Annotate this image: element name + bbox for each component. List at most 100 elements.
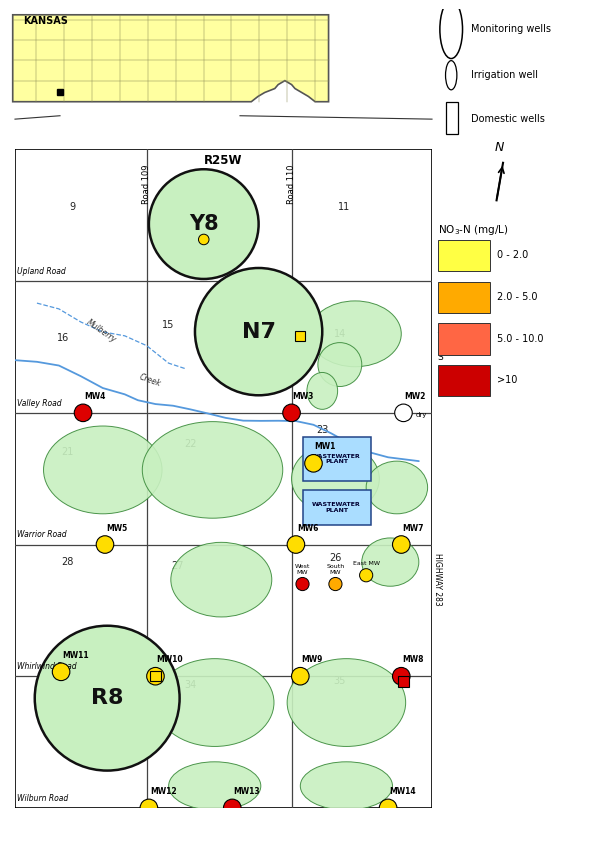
Text: >10: >10 xyxy=(497,375,517,386)
Text: 28: 28 xyxy=(61,557,74,567)
Text: Upland Road: Upland Road xyxy=(17,267,66,276)
Bar xyxy=(398,677,409,687)
Text: N7: N7 xyxy=(242,322,275,341)
Ellipse shape xyxy=(307,373,338,409)
FancyBboxPatch shape xyxy=(302,489,371,525)
Circle shape xyxy=(140,799,158,817)
Circle shape xyxy=(287,536,305,553)
Text: East MW: East MW xyxy=(353,562,380,567)
Bar xyxy=(438,282,490,313)
Bar xyxy=(438,365,490,397)
Text: 27: 27 xyxy=(171,562,184,572)
Text: Monitoring wells: Monitoring wells xyxy=(470,25,551,34)
Text: 22: 22 xyxy=(184,438,197,448)
Ellipse shape xyxy=(366,461,428,514)
Ellipse shape xyxy=(287,659,406,746)
Text: 0 - 2.0: 0 - 2.0 xyxy=(497,250,528,260)
Text: Domestic wells: Domestic wells xyxy=(470,114,545,124)
Text: MW11: MW11 xyxy=(62,651,89,660)
Text: HIGHWAY 283: HIGHWAY 283 xyxy=(433,553,442,606)
Text: MW8: MW8 xyxy=(402,655,424,665)
Text: 5.0 - 10.0: 5.0 - 10.0 xyxy=(497,334,543,344)
Text: MW13: MW13 xyxy=(233,787,260,796)
Text: MW3: MW3 xyxy=(292,392,314,401)
Circle shape xyxy=(395,404,412,421)
Circle shape xyxy=(52,663,70,681)
Circle shape xyxy=(305,454,322,472)
Text: Whirlwind Road: Whirlwind Road xyxy=(17,662,77,671)
Circle shape xyxy=(329,578,342,591)
Circle shape xyxy=(283,404,301,421)
Text: MW7: MW7 xyxy=(402,523,424,533)
Text: dry: dry xyxy=(415,412,427,418)
Ellipse shape xyxy=(169,762,261,810)
Text: 11: 11 xyxy=(338,202,350,212)
Text: West
MW: West MW xyxy=(295,564,310,575)
Circle shape xyxy=(296,578,309,591)
Circle shape xyxy=(149,169,259,279)
Text: Road 109: Road 109 xyxy=(142,165,151,204)
Text: 35: 35 xyxy=(334,676,346,686)
Text: MW14: MW14 xyxy=(389,787,416,796)
Text: 9: 9 xyxy=(69,202,75,212)
Bar xyxy=(446,102,458,134)
Text: 16: 16 xyxy=(57,334,70,343)
Text: MW2: MW2 xyxy=(404,392,426,401)
Polygon shape xyxy=(13,14,329,102)
Ellipse shape xyxy=(301,762,392,810)
Text: Creek: Creek xyxy=(138,373,162,389)
Text: South
MW: South MW xyxy=(326,564,344,575)
Text: N: N xyxy=(495,141,505,155)
Ellipse shape xyxy=(155,186,252,261)
Circle shape xyxy=(74,404,92,421)
Text: Wilburn Road: Wilburn Road xyxy=(17,794,68,802)
Text: MW1: MW1 xyxy=(314,443,336,452)
Circle shape xyxy=(359,568,373,582)
Circle shape xyxy=(292,667,309,685)
Circle shape xyxy=(392,536,410,553)
Circle shape xyxy=(35,625,179,771)
Bar xyxy=(295,331,305,341)
Ellipse shape xyxy=(309,301,401,367)
Circle shape xyxy=(199,234,209,245)
Circle shape xyxy=(379,799,397,817)
Text: R8: R8 xyxy=(91,688,124,708)
Ellipse shape xyxy=(37,648,178,749)
Ellipse shape xyxy=(318,343,362,386)
Circle shape xyxy=(146,667,164,685)
Text: 14: 14 xyxy=(334,328,346,339)
Text: NO$_3$-N (mg/L): NO$_3$-N (mg/L) xyxy=(438,222,509,237)
Text: Warrior Road: Warrior Road xyxy=(17,530,67,540)
Text: Y8: Y8 xyxy=(189,214,218,234)
Circle shape xyxy=(223,799,241,817)
Ellipse shape xyxy=(292,443,379,514)
Text: Irrigation well: Irrigation well xyxy=(470,71,538,80)
Text: Mulberry: Mulberry xyxy=(85,317,118,345)
Text: 23: 23 xyxy=(316,426,328,436)
FancyBboxPatch shape xyxy=(302,437,371,481)
Text: MW4: MW4 xyxy=(84,392,105,401)
Ellipse shape xyxy=(142,421,283,518)
Text: Valley Road: Valley Road xyxy=(17,398,62,408)
Text: Road 110: Road 110 xyxy=(287,165,296,204)
Text: R25W: R25W xyxy=(204,154,243,167)
Circle shape xyxy=(195,268,322,395)
Circle shape xyxy=(392,667,410,685)
Ellipse shape xyxy=(202,286,316,378)
Ellipse shape xyxy=(362,538,419,586)
Text: 34: 34 xyxy=(184,680,197,690)
Text: WASTEWATER
PLANT: WASTEWATER PLANT xyxy=(312,502,361,512)
Circle shape xyxy=(96,536,114,553)
Text: MW5: MW5 xyxy=(106,523,127,533)
Text: MW9: MW9 xyxy=(301,655,323,665)
Bar xyxy=(151,671,161,682)
Ellipse shape xyxy=(171,542,272,617)
Text: MW12: MW12 xyxy=(150,787,176,796)
Text: 33: 33 xyxy=(62,680,74,690)
Text: WASTEWATER
PLANT: WASTEWATER PLANT xyxy=(312,454,361,465)
Bar xyxy=(438,323,490,355)
Text: T
28
S: T 28 S xyxy=(437,332,449,362)
Text: 21: 21 xyxy=(61,448,74,457)
Text: 26: 26 xyxy=(329,552,341,563)
Ellipse shape xyxy=(44,426,162,514)
